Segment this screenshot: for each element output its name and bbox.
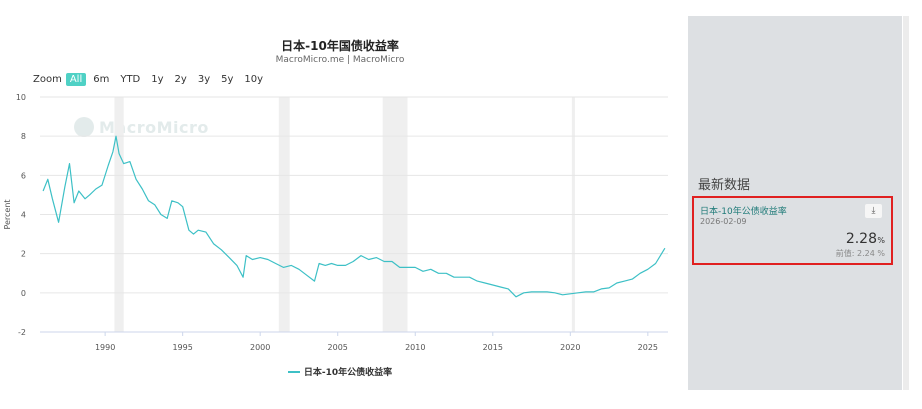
line-chart: 10 8 6 4 2 0 -2 1990 1995 2000 2005 2010 2015 2020 202…: [3, 93, 668, 352]
download-button[interactable]: ⤓: [865, 204, 882, 218]
range-button-all[interactable]: All: [65, 73, 87, 86]
series-line: [42, 135, 666, 298]
chart-title: 日本-10年国债收益率: [281, 39, 399, 53]
range-button-1y[interactable]: 1y: [151, 74, 164, 85]
y-tick-label: 10: [16, 93, 26, 102]
y-tick-label: 0: [21, 289, 26, 298]
y-tick-label: -2: [18, 328, 26, 337]
download-icon: ⤓: [871, 206, 876, 216]
x-tick-label: 1995: [172, 343, 192, 352]
range-button-ytd[interactable]: YTD: [120, 74, 141, 85]
chart-subtitle: MacroMicro.me | MacroMicro: [275, 55, 405, 65]
y-tick-label: 4: [21, 211, 26, 220]
y-tick-label: 2: [21, 250, 26, 259]
latest-data-heading: 最新数据: [698, 178, 751, 193]
y-axis-label: Percent: [3, 199, 12, 229]
y-tick-label: 8: [21, 132, 26, 141]
x-tick-label: 1990: [95, 343, 115, 352]
legend[interactable]: 日本-10年公债收益率: [0, 365, 680, 378]
x-tick-label: 2010: [405, 343, 425, 352]
macromicro-logo-icon: [74, 117, 94, 137]
range-button-10y[interactable]: 10y: [244, 74, 264, 85]
latest-data-card[interactable]: 日本-10年公债收益率 2026-02-09 ⤓ 2.28 % 前值: 2.24…: [692, 196, 893, 265]
range-button-3y[interactable]: 3y: [197, 74, 211, 85]
side-panel: 最新数据 日本-10年公债收益率 2026-02-09 ⤓ 2.28 % 前值:…: [688, 16, 902, 390]
legend-label: 日本-10年公债收益率: [303, 368, 393, 378]
latest-unit: %: [877, 236, 885, 245]
range-button-2y[interactable]: 2y: [174, 74, 187, 85]
previous-value: 前值: 2.24 %: [835, 249, 885, 258]
range-button-6m[interactable]: 6m: [93, 74, 110, 85]
series-name[interactable]: 日本-10年公债收益率: [700, 207, 787, 217]
x-tick-label: 2020: [560, 343, 580, 352]
zoom-label: Zoom: [33, 74, 62, 85]
x-tick-label: 2000: [250, 343, 270, 352]
chart-area: 日本-10年国债收益率 MacroMicro.me | MacroMicro Z…: [0, 39, 680, 378]
x-tick-label: 2005: [328, 343, 348, 352]
range-selector: Zoom All 6m YTD 1y 2y 3y 5y 10y: [33, 73, 270, 86]
watermark: MacroMicro: [74, 117, 209, 137]
x-tick-label: 2025: [638, 343, 658, 352]
legend-swatch: [287, 370, 300, 373]
x-tick-label: 2015: [483, 343, 503, 352]
latest-value: 2.28: [845, 231, 877, 247]
y-tick-label: 6: [21, 171, 26, 180]
range-button-5y[interactable]: 5y: [221, 74, 234, 85]
watermark-text: MacroMicro: [99, 117, 209, 137]
series-date: 2026-02-09: [700, 217, 747, 226]
panel-scrollbar[interactable]: [903, 16, 909, 390]
